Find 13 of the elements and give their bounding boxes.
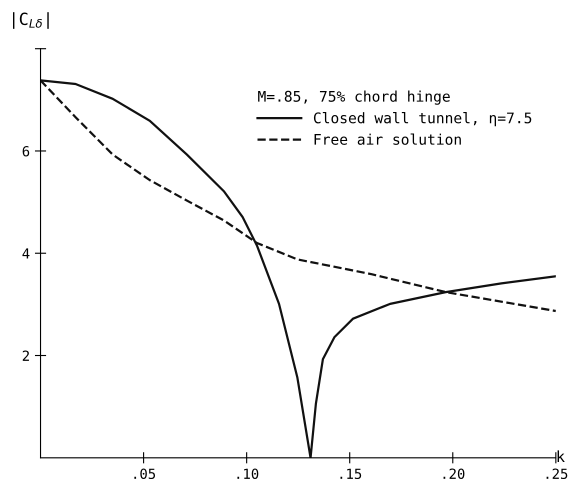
- x-tick-label: .10: [237, 468, 258, 480]
- y-tick-label: 2: [22, 350, 29, 361]
- legend-label: Closed wall tunnel, η=7.5: [314, 112, 532, 126]
- x-tick-label: .15: [340, 468, 362, 480]
- y-tick-label: 4: [22, 248, 30, 259]
- y-tick-label: 6: [22, 146, 30, 156]
- legend-label: Free air solution: [314, 134, 461, 145]
- x-tick-label: .25: [546, 468, 568, 480]
- legend-title: M=.85, 75% chord hinge: [258, 90, 450, 105]
- y-axis-title: |C$_{Lδ}$|: [13, 12, 49, 29]
- x-tick-label: .20: [444, 468, 464, 480]
- x-tick-label: .05: [134, 468, 156, 480]
- x-axis-title: k: [558, 450, 565, 462]
